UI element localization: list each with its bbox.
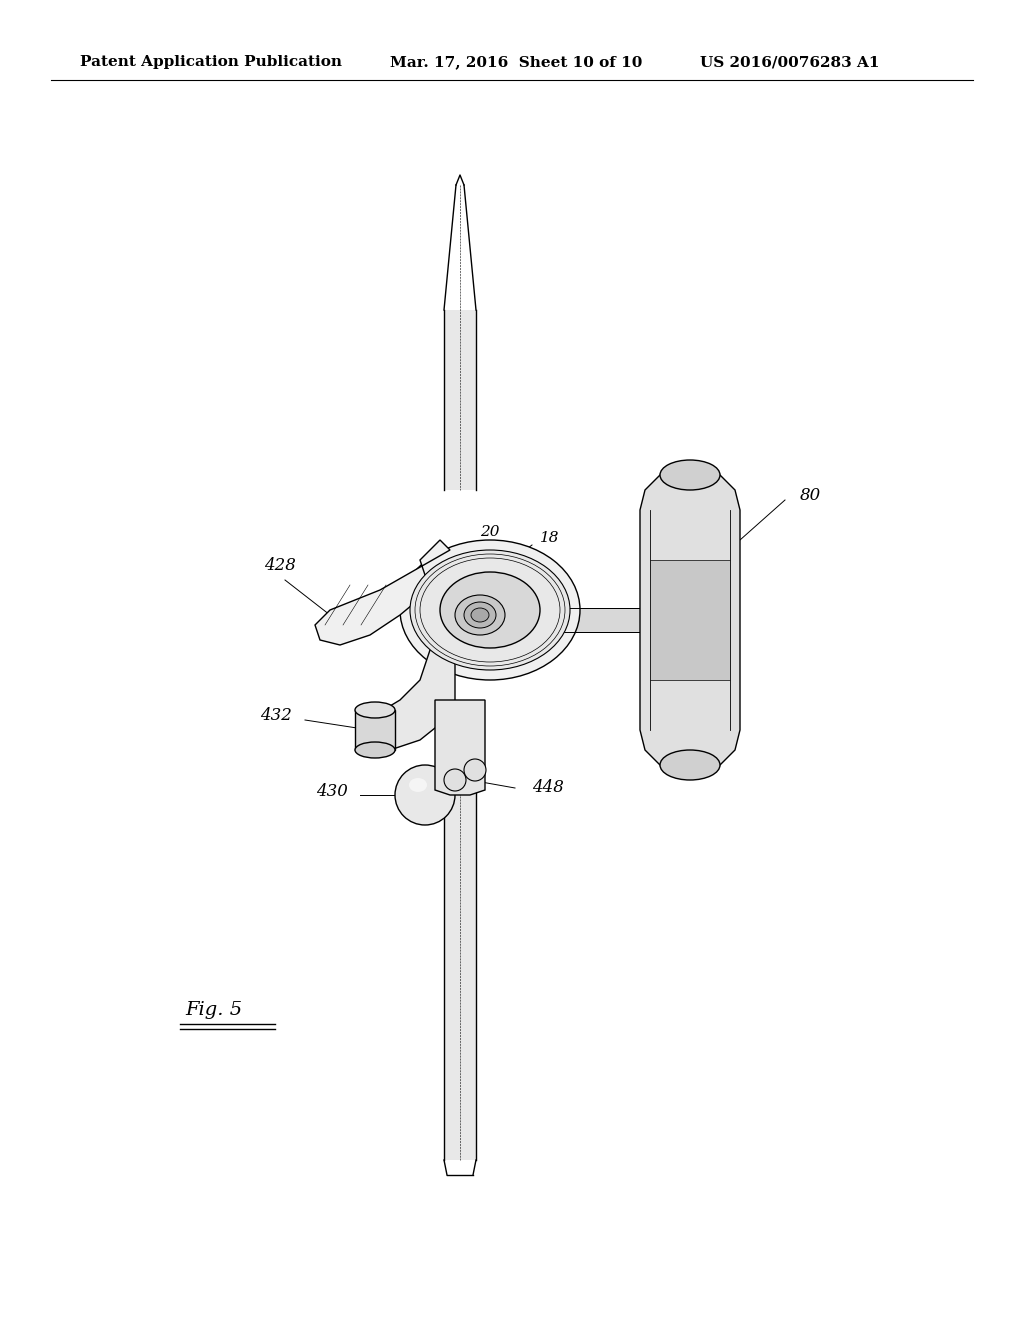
Ellipse shape (409, 777, 427, 792)
Ellipse shape (440, 572, 540, 648)
Text: Fig. 5: Fig. 5 (185, 1001, 242, 1019)
Text: 18: 18 (540, 531, 559, 545)
Ellipse shape (355, 702, 395, 718)
Ellipse shape (660, 750, 720, 780)
Circle shape (395, 766, 455, 825)
Ellipse shape (355, 742, 395, 758)
Ellipse shape (400, 540, 580, 680)
Ellipse shape (410, 550, 570, 671)
Ellipse shape (660, 459, 720, 490)
Text: 428: 428 (264, 557, 296, 573)
Text: Mar. 17, 2016  Sheet 10 of 10: Mar. 17, 2016 Sheet 10 of 10 (390, 55, 642, 69)
Text: US 2016/0076283 A1: US 2016/0076283 A1 (700, 55, 880, 69)
Circle shape (444, 770, 466, 791)
Polygon shape (365, 640, 455, 750)
Circle shape (464, 759, 486, 781)
Ellipse shape (464, 602, 496, 628)
Ellipse shape (471, 609, 489, 622)
Polygon shape (650, 560, 730, 680)
Text: Patent Application Publication: Patent Application Publication (80, 55, 342, 69)
Polygon shape (550, 609, 680, 632)
Polygon shape (444, 310, 476, 490)
Polygon shape (640, 470, 740, 770)
Text: 432: 432 (260, 706, 292, 723)
Text: 20: 20 (480, 525, 500, 539)
Polygon shape (315, 540, 450, 645)
Ellipse shape (455, 595, 505, 635)
Polygon shape (355, 710, 395, 750)
Text: 80: 80 (800, 487, 821, 503)
Text: 448: 448 (532, 780, 564, 796)
Polygon shape (444, 741, 476, 1160)
Text: 430: 430 (316, 784, 348, 800)
Polygon shape (435, 700, 485, 795)
